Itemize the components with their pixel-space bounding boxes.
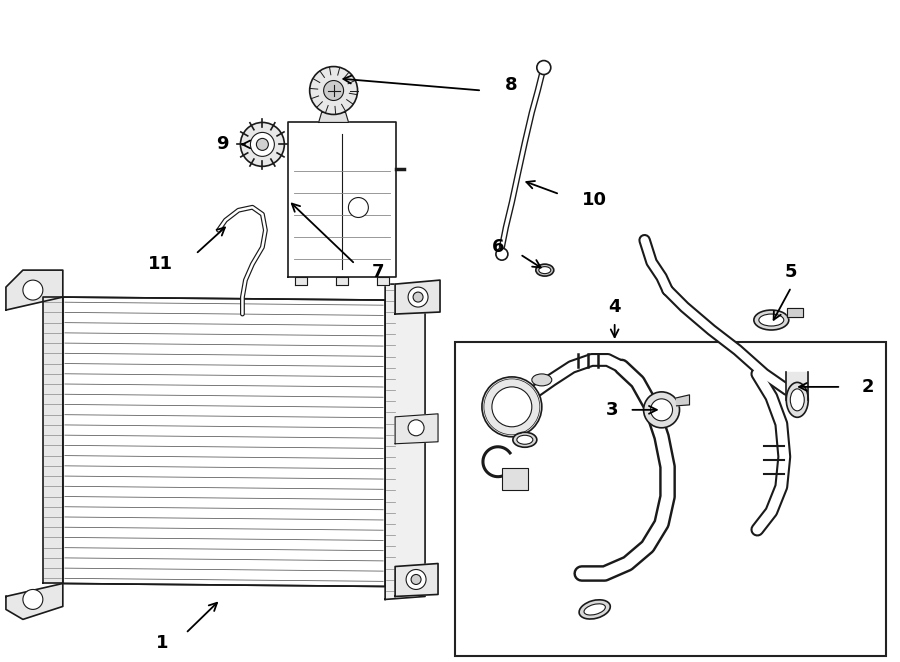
Polygon shape [319,113,348,122]
Circle shape [240,122,284,166]
Circle shape [310,67,357,115]
Bar [455,342,886,656]
Circle shape [22,589,43,610]
Text: 10: 10 [581,191,607,209]
Polygon shape [43,297,63,583]
Polygon shape [337,277,348,285]
Circle shape [406,569,426,589]
Circle shape [256,138,268,150]
Ellipse shape [584,604,606,615]
Circle shape [408,420,424,436]
Polygon shape [395,563,438,596]
Polygon shape [6,270,63,310]
Text: 9: 9 [216,136,229,154]
Circle shape [408,287,428,307]
Ellipse shape [536,264,554,276]
Circle shape [492,387,532,427]
Text: 11: 11 [148,255,173,273]
Ellipse shape [754,310,788,330]
Polygon shape [787,372,808,400]
Ellipse shape [579,600,610,619]
Bar [502,468,527,490]
Polygon shape [677,395,689,406]
Text: 4: 4 [608,298,621,316]
Ellipse shape [787,383,808,417]
Polygon shape [395,280,440,314]
Text: 1: 1 [157,634,169,652]
Polygon shape [395,414,438,444]
Circle shape [644,392,680,428]
Text: 3: 3 [606,401,618,419]
Polygon shape [288,122,396,277]
Polygon shape [788,308,804,317]
Text: 6: 6 [491,238,504,256]
Ellipse shape [513,432,536,448]
Circle shape [651,399,672,421]
Circle shape [482,377,542,437]
Circle shape [536,60,551,75]
Text: 8: 8 [505,75,518,93]
Ellipse shape [790,389,805,411]
Polygon shape [377,277,389,285]
Text: 2: 2 [861,378,874,396]
Ellipse shape [517,436,533,444]
Polygon shape [385,284,425,599]
Circle shape [413,292,423,302]
Ellipse shape [532,374,552,386]
Circle shape [324,81,344,101]
Text: 5: 5 [785,263,797,281]
Circle shape [348,197,368,218]
Circle shape [411,575,421,585]
Circle shape [22,280,43,300]
Text: 7: 7 [373,263,384,281]
Polygon shape [6,583,63,620]
Ellipse shape [539,267,551,273]
Circle shape [250,132,274,156]
Ellipse shape [759,314,784,326]
Circle shape [496,248,508,260]
Polygon shape [295,277,307,285]
